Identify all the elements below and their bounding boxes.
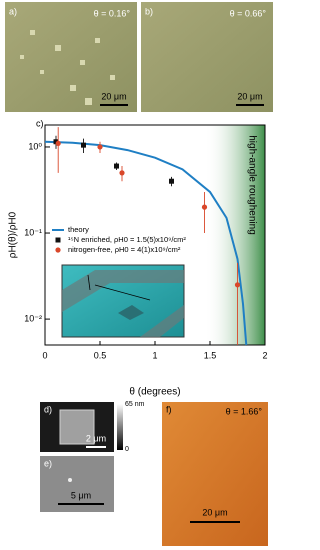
pits xyxy=(20,30,115,105)
arrow xyxy=(87,274,91,291)
scale-bar xyxy=(86,446,106,448)
scale-label: 20 μm xyxy=(202,507,227,517)
scale-label: 5 μm xyxy=(71,490,91,500)
colorbar-min: 0 xyxy=(125,446,129,453)
particle xyxy=(68,478,72,482)
angle-label: θ = 1.66° xyxy=(226,406,263,416)
y-axis-label: ρH(θ)/ρH0 xyxy=(8,211,19,258)
x-tick-label: 2 xyxy=(262,350,267,360)
legend-label: ¹⁵N enriched, ρH0 = 1.5(5)x10⁹/cm² xyxy=(68,235,186,244)
figure: a) θ = 0.16° 20 μm b) θ = 0.66° 20 μm c)… xyxy=(5,2,273,546)
data-point xyxy=(201,204,208,210)
legend-label: nitrogen-free, ρH0 = 4(1)x10⁹/cm² xyxy=(68,245,181,254)
data-point xyxy=(55,140,61,147)
annotation: high-angle roughening xyxy=(246,135,257,235)
roughening-region xyxy=(204,125,265,345)
data-point xyxy=(119,170,125,176)
x-tick-label: 1 xyxy=(152,350,157,360)
scale-label: 20 μm xyxy=(237,91,262,101)
colorbar-max: 65 nm xyxy=(125,401,145,408)
data-point xyxy=(53,139,59,145)
pit xyxy=(118,305,144,320)
data-point xyxy=(97,144,103,150)
afm-image-f xyxy=(162,402,268,546)
inset xyxy=(61,264,185,338)
optical-image-a xyxy=(5,2,137,112)
panel-label: b) xyxy=(145,6,153,16)
optical-image-b xyxy=(141,2,273,112)
panel-label: c) xyxy=(36,118,44,128)
y-tick-label: 10⁰ xyxy=(28,141,42,151)
scale-bar xyxy=(236,104,264,106)
x-tick-label: 0.5 xyxy=(94,350,107,360)
angle-label: θ = 0.16° xyxy=(94,8,131,18)
panel-label: e) xyxy=(44,458,52,468)
y-tick-label: 10⁻¹ xyxy=(24,227,42,237)
theory-curve xyxy=(44,140,248,346)
panel-label: f) xyxy=(166,404,172,414)
step xyxy=(62,270,184,312)
x-tick-label: 1.5 xyxy=(204,350,217,360)
legend-label: theory xyxy=(68,225,89,234)
data-point xyxy=(234,282,241,288)
step xyxy=(140,305,184,337)
data-point xyxy=(81,142,86,148)
scale-bar xyxy=(100,104,128,106)
plot-frame xyxy=(44,124,266,346)
data-point xyxy=(114,163,119,169)
x-tick-label: 0 xyxy=(42,350,47,360)
scale-label: 2 μm xyxy=(86,433,106,443)
legend-swatch xyxy=(55,247,61,253)
data-point xyxy=(169,178,174,184)
sem-image xyxy=(40,456,114,512)
scale-label: 20 μm xyxy=(101,91,126,101)
panel-label: d) xyxy=(44,404,52,414)
panel-label: a) xyxy=(9,6,17,16)
angle-label: θ = 0.66° xyxy=(230,8,267,18)
x-axis-label: θ (degrees) xyxy=(129,387,180,398)
pit xyxy=(59,409,95,445)
scale-bar xyxy=(190,521,240,523)
colorbar xyxy=(117,404,123,450)
y-tick-label: 10⁻² xyxy=(24,313,42,323)
arrow xyxy=(94,284,151,301)
legend-swatch xyxy=(55,237,61,243)
scale-bar xyxy=(58,503,104,505)
plot: high-angle roughening 0 0.5 1 1.5 2 10⁰ 10⁻¹ 10⁻… xyxy=(24,124,268,360)
